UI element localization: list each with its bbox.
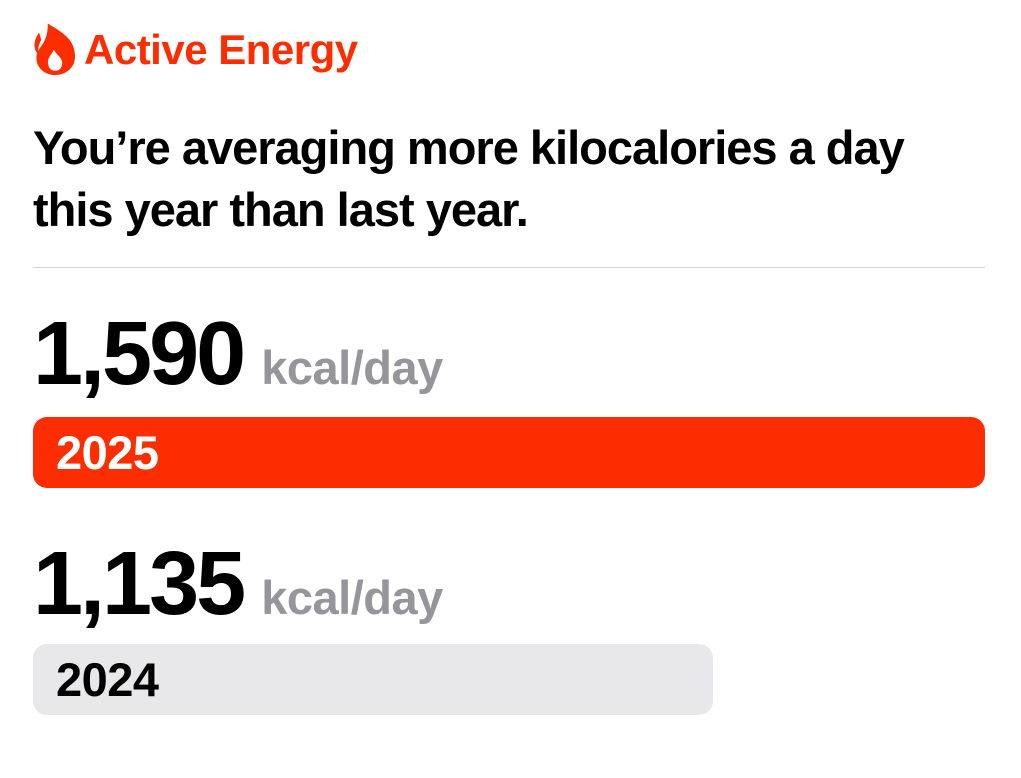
divider bbox=[33, 267, 985, 268]
bar-2025: 2025 bbox=[33, 417, 985, 488]
flame-icon bbox=[33, 23, 75, 75]
card-category-title: Active Energy bbox=[84, 26, 358, 73]
card-header: Active Energy bbox=[33, 23, 985, 75]
unit-label-2025: kcal/day bbox=[261, 341, 443, 394]
value-2024: 1,135 bbox=[33, 534, 246, 634]
value-row-2024: 1,135 kcal/day bbox=[33, 539, 985, 629]
unit-label-2024: kcal/day bbox=[261, 571, 443, 624]
bar-year-label-2024: 2024 bbox=[56, 653, 159, 706]
bar-year-label-2025: 2025 bbox=[56, 426, 159, 479]
value-2025: 1,590 bbox=[33, 304, 246, 404]
headline: You’re averaging more kilocalories a day… bbox=[33, 121, 905, 236]
bar-2024: 2024 bbox=[33, 644, 713, 715]
value-row-2025: 1,590 kcal/day bbox=[33, 309, 985, 399]
